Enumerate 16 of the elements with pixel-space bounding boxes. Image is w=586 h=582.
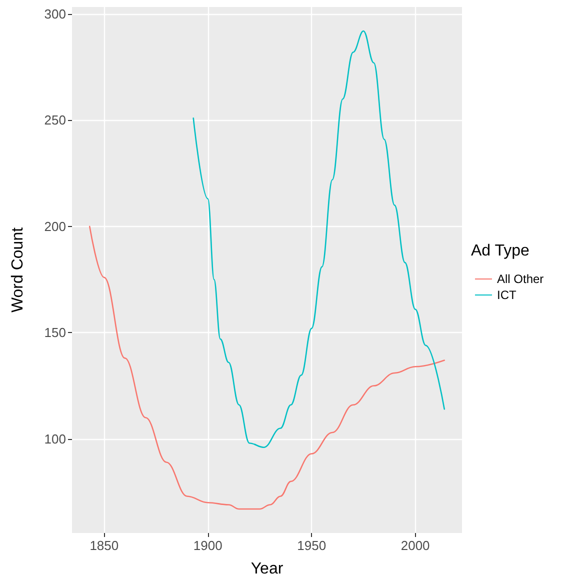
legend-title: Ad Type (471, 242, 530, 260)
legend-label: ICT (497, 288, 517, 302)
x-tick-label: 1950 (297, 538, 326, 553)
y-tick-label: 150 (44, 325, 66, 340)
x-tick-label: 2000 (400, 538, 430, 553)
y-tick-label: 250 (44, 112, 66, 128)
x-axis-title: Year (250, 560, 284, 578)
line-series (88, 226, 446, 510)
y-tick-label: 100 (44, 431, 66, 446)
x-tick-label: 1850 (90, 538, 119, 553)
x-tick-label: 1900 (193, 538, 222, 553)
y-tick-label: 300 (44, 6, 66, 22)
legend-label: All Other (497, 272, 544, 286)
line-series (192, 30, 446, 448)
y-tick-label: 200 (44, 218, 66, 234)
y-axis-title: Word Count (10, 226, 26, 313)
